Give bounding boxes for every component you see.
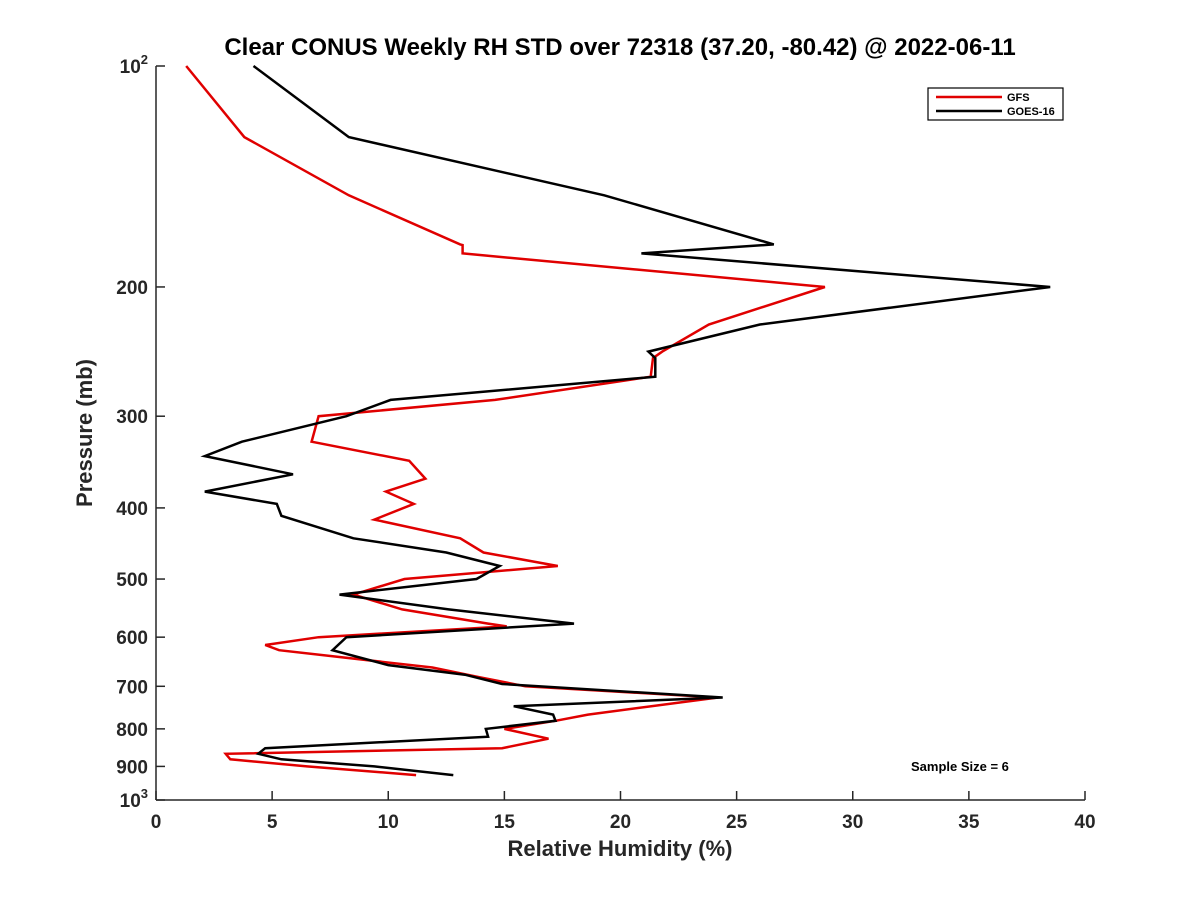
legend-label-goes16: GOES-16 [1007, 106, 1055, 118]
x-tick-label: 10 [378, 812, 399, 833]
legend-label-gfs: GFS [1007, 92, 1030, 104]
x-tick-label: 25 [726, 812, 748, 833]
x-tick-label: 30 [842, 812, 863, 833]
x-tick-label: 20 [610, 812, 631, 833]
legend-box [927, 87, 1064, 121]
y-tick-label: 900 [116, 757, 148, 778]
series-line-goes16 [200, 64, 1051, 777]
x-tick-label: 35 [958, 812, 980, 833]
x-tick-label: 0 [151, 812, 162, 833]
x-axis-ticks: 0 5 10 15 20 25 30 35 40 [151, 791, 1096, 833]
y-tick-label: 102 [120, 52, 148, 78]
y-tick-label: 300 [116, 407, 148, 428]
y-axis-label: Pressure (mb) [72, 359, 97, 507]
y-tick-label: 200 [116, 278, 148, 299]
y-tick-label: 103 [120, 786, 148, 812]
x-tick-label: 15 [494, 812, 516, 833]
axes-background [156, 66, 1085, 800]
x-tick-label: 40 [1074, 812, 1095, 833]
y-tick-label: 800 [116, 720, 148, 741]
x-axis-label: Relative Humidity (%) [508, 836, 733, 861]
plot-area: 0 5 10 15 20 25 30 35 40 102 200 300 400 500 600 700 80… [116, 52, 1095, 833]
series-layer [185, 64, 1051, 777]
legend: GFS GOES-16 [927, 87, 1064, 121]
y-axis-ticks: 102 200 300 400 500 600 700 800 900 103 [116, 52, 165, 812]
sample-size-annotation: Sample Size = 6 [911, 759, 1009, 774]
chart-title: Clear CONUS Weekly RH STD over 72318 (37… [224, 34, 1015, 61]
y-tick-label: 400 [116, 499, 148, 520]
y-tick-label: 700 [116, 677, 148, 698]
y-tick-label: 600 [116, 628, 148, 649]
y-tick-label: 500 [116, 570, 148, 591]
x-tick-label: 5 [267, 812, 278, 833]
